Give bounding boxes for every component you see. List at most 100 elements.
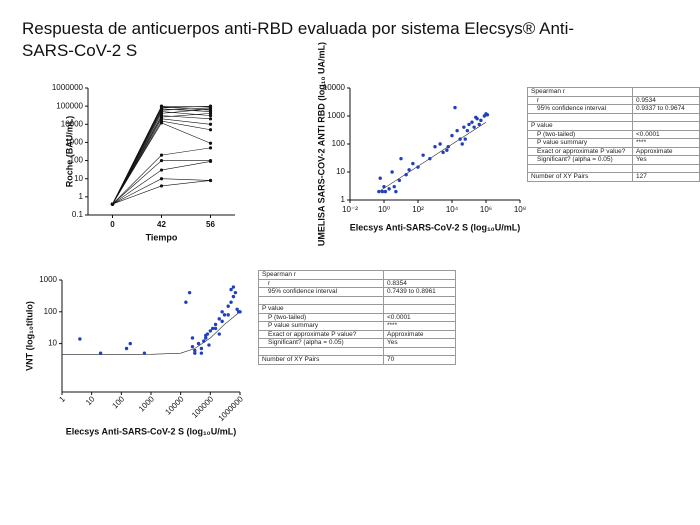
point [399,156,403,161]
point [202,339,206,343]
table-cell: 0.9534 [632,95,700,105]
point [159,121,164,125]
y-tick-label: 100000 [56,101,83,110]
x-tick-label: 100000 [190,394,216,420]
table-cell: Approximate [632,146,700,156]
point [208,178,213,183]
point [474,115,478,119]
point [404,173,408,177]
point [220,310,224,314]
y-tick-label: 1000 [327,111,345,120]
x-tick-label: 1000 [137,394,156,413]
point [196,341,201,346]
table-cell: <0.0001 [632,129,700,139]
table-row: Significant? (alpha = 0.05) Yes [258,338,456,348]
table-cell: **** [632,138,700,148]
point [226,304,230,308]
point [441,150,445,155]
point [229,287,233,292]
x-axis-label: Elecsys Anti-SARS-CoV-2 S (log₁₀U/mL) [350,222,520,232]
y-tick-label: 1000000 [52,83,84,92]
y-tick-label: 10000 [323,83,346,92]
table-cell: 0.8354 [383,278,456,288]
table-cell: 0.9337 to 0.9674 [632,104,700,114]
table-row: Spearman r [258,270,456,280]
x-tick-label: 100 [110,394,126,410]
table-cell: r [258,278,384,288]
point [222,313,227,317]
y-tick-label: 10 [48,339,57,348]
fit-line [62,311,241,355]
point [208,107,213,111]
table-cell: 0.7439 to 0.8961 [383,287,456,297]
table-cell: Approximate [383,329,456,339]
point [485,113,490,117]
x-tick-label: 10000 [163,394,185,416]
table-row: Exact or approximate P value? Approximate [527,146,700,156]
slide-title: Respuesta de anticuerpos anti-RBD evalua… [22,19,575,60]
point [455,128,459,133]
table-cell: 127 [632,172,700,182]
point [450,133,454,138]
table-cell [383,304,456,314]
table-row: P value summary **** [258,321,456,331]
table-cell: **** [383,321,456,331]
point [190,336,195,340]
point [390,170,394,174]
table-cell: P (two-tailed) [527,129,633,139]
table-cell [632,121,700,131]
point [446,145,450,149]
fit-line [378,121,487,192]
table-cell: 95% confidence interval [258,287,384,297]
spacer-row [527,163,700,173]
table-cell: Spearman r [527,87,633,97]
table-cell: P value [527,121,633,131]
point [204,336,208,340]
y-axis-label: VNT (log₁₀título) [24,301,34,371]
table-cell [383,270,456,280]
point [220,319,224,324]
x-tick-label: 0 [110,220,115,229]
x-tick-label: 10⁶ [480,205,492,214]
x-tick-label: 10⁻² [342,205,358,214]
point [438,142,442,146]
y-tick-label: 10000 [61,119,84,128]
point [193,348,197,353]
point [416,165,420,169]
point [421,153,425,157]
y-tick-label: 1 [79,192,84,201]
table-cell: P value [258,304,384,314]
y-tick-label: 10 [74,174,83,183]
x-tick-label: 10⁴ [446,205,459,214]
series-line [112,122,211,205]
y-tick-label: 1 [341,195,346,204]
point [78,337,82,341]
point [407,168,411,172]
point [472,125,476,129]
point [479,118,483,123]
point [463,137,467,141]
point [462,125,466,129]
point [397,178,402,183]
stats-table: Spearman r r 0.9534 95% confidence interval… [527,87,700,182]
table-row: P (two-tailed) <0.0001 [258,312,456,322]
point [231,294,236,299]
point [428,156,432,161]
point [229,300,233,304]
point [110,202,115,206]
x-axis-label: Tiempo [146,232,178,242]
x-tick-label: 10⁰ [378,205,390,214]
table-cell: Number of XY Pairs [527,172,633,182]
stats-table: Spearman r r 0.8354 95% confidence interval… [258,270,456,365]
table-cell: Yes [383,338,456,348]
table-cell [632,87,700,97]
table-row: P (two-tailed) <0.0001 [527,129,700,139]
point [208,128,213,132]
point [199,346,204,351]
point [204,333,208,338]
spacer-row [258,295,456,305]
series-line [112,111,211,205]
point [392,184,396,189]
point [387,187,391,191]
table-row: P value [527,121,700,131]
